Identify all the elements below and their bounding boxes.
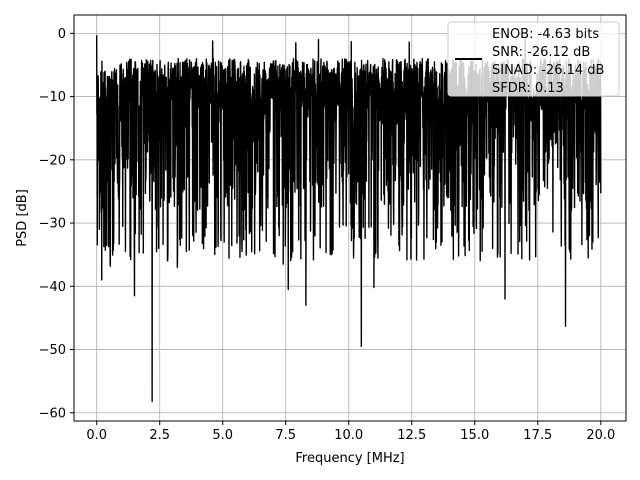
x-tick-label: 17.5 bbox=[523, 428, 552, 443]
y-tick-label: −10 bbox=[39, 90, 66, 105]
legend-entry-sinad: SINAD: -26.14 dB bbox=[492, 63, 604, 78]
x-tick-label: 2.5 bbox=[149, 428, 170, 443]
x-axis-ticks: 0.0 2.5 5.0 7.5 10.0 12.5 15.0 17.5 20.0 bbox=[86, 421, 615, 443]
y-axis-ticks: 0 −10 −20 −30 −40 −50 −60 bbox=[39, 27, 74, 421]
legend: ENOB: -4.63 bits SNR: -26.12 dB SINAD: -… bbox=[447, 21, 620, 97]
x-tick-label: 20.0 bbox=[586, 428, 615, 443]
x-axis-label: Frequency [MHz] bbox=[295, 451, 404, 466]
x-tick-label: 10.0 bbox=[334, 428, 363, 443]
y-axis-label: PSD [dB] bbox=[15, 189, 30, 247]
x-tick-label: 12.5 bbox=[397, 428, 426, 443]
x-tick-label: 7.5 bbox=[275, 428, 296, 443]
legend-box bbox=[447, 21, 620, 97]
x-tick-label: 15.0 bbox=[460, 428, 489, 443]
legend-entry-snr: SNR: -26.12 dB bbox=[492, 45, 590, 60]
axes-frame bbox=[73, 14, 627, 422]
y-tick-label: −30 bbox=[39, 217, 66, 232]
y-tick-label: −60 bbox=[39, 406, 66, 421]
y-tick-label: −50 bbox=[39, 343, 66, 358]
x-tick-label: 5.0 bbox=[212, 428, 233, 443]
y-tick-label: 0 bbox=[58, 27, 66, 42]
legend-entry-sfdr: SFDR: 0.13 bbox=[492, 81, 564, 96]
legend-entry-enob: ENOB: -4.63 bits bbox=[492, 27, 599, 42]
x-tick-label: 0.0 bbox=[86, 428, 107, 443]
y-tick-label: −40 bbox=[39, 280, 66, 295]
y-tick-label: −20 bbox=[39, 153, 66, 168]
